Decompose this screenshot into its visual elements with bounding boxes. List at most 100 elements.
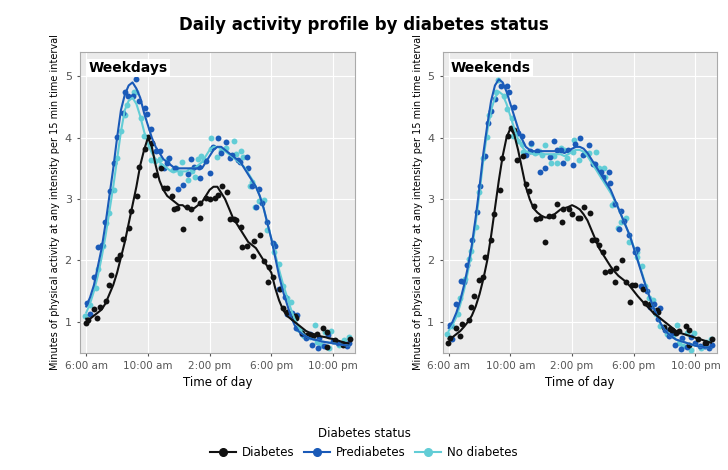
Point — [666, 327, 678, 334]
Point — [706, 341, 718, 349]
Point — [486, 236, 497, 244]
Point — [631, 245, 643, 252]
Point — [333, 342, 344, 349]
Point — [181, 203, 192, 211]
Point — [644, 303, 656, 311]
Point — [543, 212, 555, 219]
Point — [287, 314, 298, 322]
Point — [641, 287, 653, 295]
Point — [221, 188, 233, 196]
Point — [574, 134, 586, 142]
Point — [172, 186, 183, 193]
Point — [537, 151, 548, 159]
Point — [192, 156, 204, 163]
Point — [521, 152, 532, 159]
Point — [323, 332, 334, 339]
Point — [618, 217, 630, 225]
Point — [133, 97, 145, 105]
Point — [629, 249, 641, 256]
Point — [574, 157, 585, 164]
Point — [473, 188, 485, 196]
Point — [344, 339, 355, 346]
Point — [563, 205, 574, 213]
Point — [87, 273, 99, 281]
Point — [296, 330, 308, 337]
Point — [332, 339, 344, 347]
Point — [548, 153, 560, 160]
Point — [186, 167, 197, 174]
Point — [551, 159, 563, 167]
Point — [296, 327, 307, 334]
Point — [79, 312, 91, 320]
Point — [97, 243, 108, 250]
Point — [446, 323, 458, 330]
Point — [158, 164, 170, 172]
Point — [123, 224, 135, 232]
Point — [583, 141, 595, 149]
Point — [480, 152, 491, 159]
Point — [304, 332, 315, 339]
Point — [212, 192, 223, 199]
Point — [304, 330, 315, 338]
Point — [282, 308, 293, 315]
Point — [498, 93, 510, 100]
Point — [84, 301, 95, 309]
Point — [703, 345, 715, 352]
Point — [122, 92, 134, 99]
Point — [502, 83, 513, 90]
Point — [672, 321, 684, 329]
Point — [132, 193, 143, 200]
Point — [613, 225, 625, 232]
Point — [167, 166, 179, 174]
Point — [211, 153, 223, 161]
Point — [652, 306, 663, 314]
Point — [551, 200, 563, 207]
Point — [298, 332, 310, 340]
Point — [620, 215, 632, 222]
Point — [526, 140, 537, 147]
Point — [306, 341, 318, 349]
Point — [670, 329, 681, 337]
Point — [138, 133, 150, 140]
Point — [141, 110, 153, 118]
Point — [311, 339, 323, 346]
Point — [344, 336, 356, 343]
Point — [246, 179, 258, 186]
Point — [479, 254, 491, 261]
Point — [558, 146, 570, 154]
Point — [548, 138, 560, 145]
Point — [467, 236, 478, 243]
Point — [215, 149, 226, 157]
Point — [205, 134, 217, 141]
Point — [455, 294, 467, 301]
Point — [119, 112, 131, 119]
Point — [273, 285, 285, 293]
Point — [94, 304, 106, 311]
Point — [261, 226, 273, 234]
Point — [234, 158, 246, 165]
Point — [233, 157, 245, 164]
Point — [182, 177, 194, 184]
Point — [624, 238, 636, 246]
Point — [96, 241, 108, 249]
Point — [636, 282, 647, 290]
Point — [557, 205, 569, 212]
Point — [221, 145, 232, 152]
Point — [205, 169, 216, 177]
Point — [291, 312, 303, 319]
Point — [534, 214, 545, 222]
Point — [525, 140, 537, 148]
Point — [700, 343, 711, 350]
Point — [450, 300, 462, 308]
Point — [258, 257, 269, 265]
Point — [688, 329, 700, 337]
Point — [341, 342, 352, 350]
Point — [556, 219, 568, 226]
Point — [161, 184, 173, 192]
Point — [695, 344, 707, 352]
Point — [200, 157, 212, 165]
Point — [685, 346, 697, 353]
Point — [578, 150, 590, 157]
Point — [292, 325, 304, 333]
Point — [640, 300, 652, 307]
